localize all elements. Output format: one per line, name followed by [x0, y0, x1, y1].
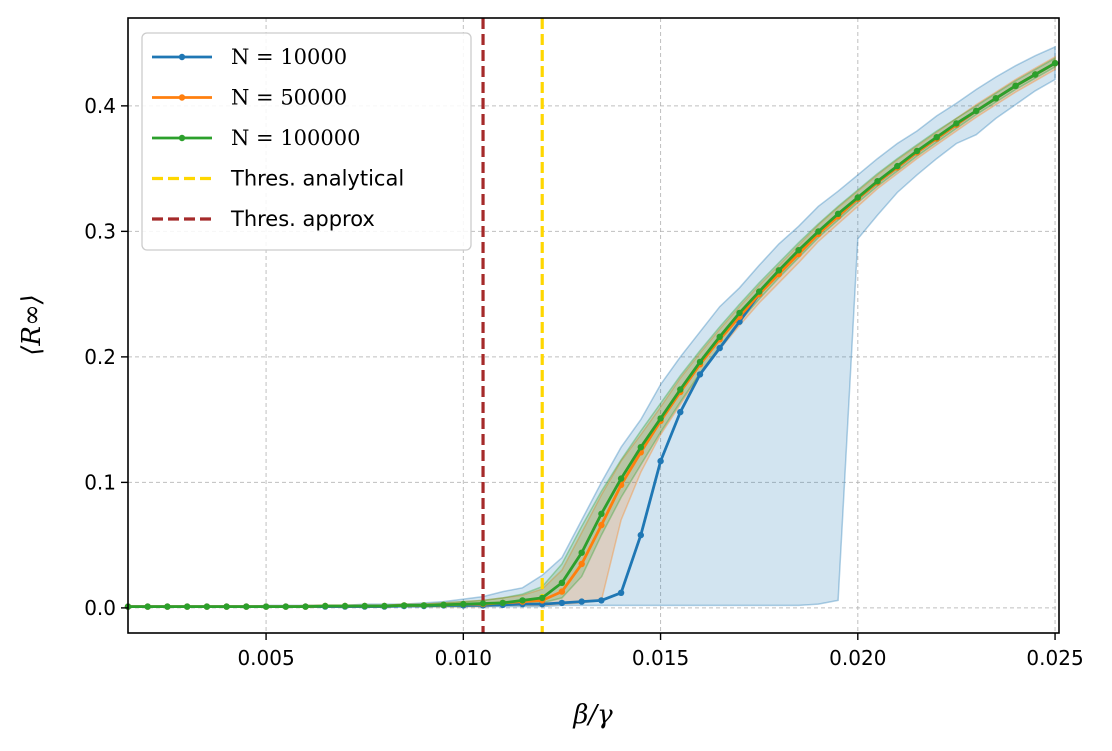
data-point — [1032, 71, 1039, 78]
data-point — [617, 475, 625, 482]
data-point — [775, 267, 783, 274]
data-point — [874, 178, 881, 185]
data-point — [341, 602, 349, 610]
data-point — [973, 107, 980, 115]
data-point — [913, 147, 921, 155]
data-point — [677, 386, 684, 393]
x-tick-label: 0.020 — [829, 646, 886, 670]
grid — [128, 18, 1059, 633]
data-point — [302, 603, 309, 610]
data-point — [558, 599, 566, 607]
x-axis-ticks: 0.005 0.010 0.015 0.020 0.025 — [237, 633, 1084, 670]
series-lines — [124, 60, 1059, 610]
data-point — [164, 603, 171, 610]
x-axis-label: β/γ — [572, 700, 613, 730]
data-point — [716, 333, 723, 340]
data-point — [953, 120, 960, 127]
data-point — [637, 531, 644, 539]
data-point — [578, 598, 585, 605]
series-line — [128, 61, 1056, 608]
data-point — [1051, 60, 1059, 67]
data-point — [282, 603, 289, 610]
x-tick-label: 0.015 — [632, 646, 689, 670]
x-tick-label: 0.025 — [1026, 646, 1083, 670]
data-point — [677, 408, 684, 416]
data-point — [539, 594, 546, 602]
data-point — [834, 210, 842, 217]
data-point — [854, 194, 861, 201]
data-point — [795, 247, 802, 254]
data-point — [558, 579, 566, 586]
data-point — [440, 601, 447, 608]
x-tick-label: 0.005 — [237, 646, 294, 670]
data-point — [184, 603, 191, 610]
data-point — [578, 549, 585, 556]
data-point — [479, 600, 487, 607]
legend-box — [141, 32, 472, 251]
legend-swatch-marker — [178, 53, 186, 61]
legend-label: N = 100000 — [231, 126, 361, 150]
data-point — [519, 597, 526, 604]
y-tick-label: 0.2 — [84, 345, 116, 369]
threshold-lines — [481, 18, 544, 633]
data-point — [460, 600, 467, 608]
data-point — [894, 162, 901, 170]
y-axis-label: ⟨R∞⟩ — [17, 294, 47, 356]
legend-swatch-marker — [178, 134, 186, 142]
legend: N = 10000 N = 50000 N = 100000 Thres. analy… — [141, 32, 472, 251]
data-point — [598, 510, 605, 517]
data-point — [617, 589, 625, 596]
plot-frame — [127, 17, 1060, 634]
data-point — [262, 603, 270, 610]
legend-label: N = 10000 — [231, 45, 347, 69]
y-tick-label: 0.0 — [84, 596, 116, 620]
data-point — [815, 228, 822, 235]
data-point — [499, 599, 506, 607]
data-point — [361, 602, 368, 610]
legend-label: Thres. approx — [230, 207, 375, 231]
data-point — [992, 95, 1000, 102]
data-point — [598, 597, 605, 604]
data-point — [933, 134, 940, 141]
legend-swatch-marker — [178, 94, 186, 101]
data-point — [637, 444, 644, 451]
data-point — [696, 371, 704, 378]
data-point — [578, 560, 585, 568]
data-point — [696, 358, 704, 366]
data-point — [400, 602, 408, 609]
data-point — [657, 457, 664, 465]
data-point — [243, 603, 250, 610]
data-point — [223, 603, 230, 610]
data-point — [598, 521, 605, 529]
legend-label: N = 50000 — [231, 86, 347, 110]
y-tick-label: 0.4 — [84, 94, 116, 118]
data-point — [322, 602, 329, 610]
data-point — [558, 588, 566, 595]
y-axis-ticks: 0.0 0.1 0.2 0.3 0.4 — [84, 94, 128, 620]
legend-label: Thres. analytical — [230, 167, 404, 191]
data-point — [657, 415, 664, 422]
data-point — [756, 288, 763, 295]
y-tick-label: 0.1 — [84, 470, 116, 494]
y-tick-label: 0.3 — [84, 219, 116, 243]
data-point — [144, 603, 151, 610]
data-point — [1012, 82, 1019, 90]
data-point — [736, 309, 743, 317]
data-point — [716, 344, 723, 352]
data-point — [203, 603, 211, 610]
data-point — [420, 602, 428, 609]
data-point — [381, 602, 388, 610]
x-tick-label: 0.010 — [435, 646, 492, 670]
